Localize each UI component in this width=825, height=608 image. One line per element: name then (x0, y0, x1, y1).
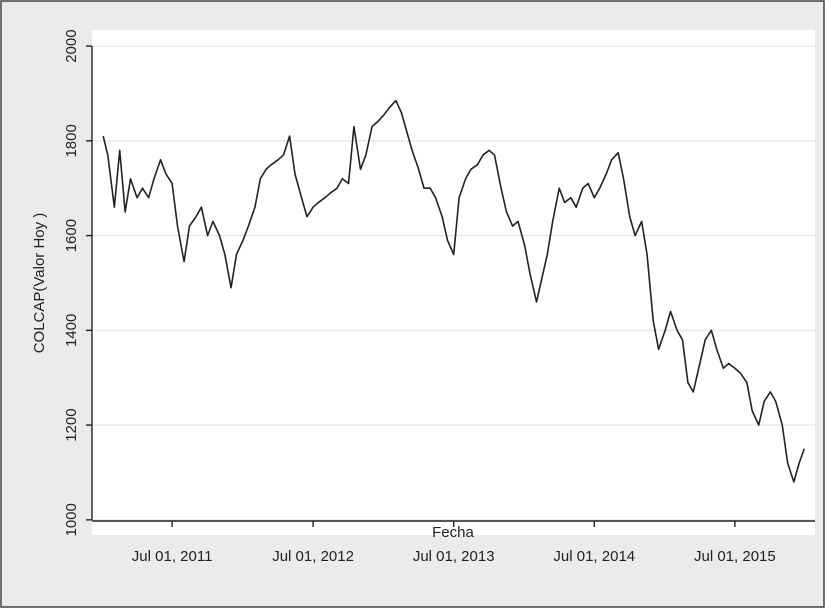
y-tick-label: 1200 (63, 408, 80, 441)
y-tick-label: 2000 (63, 29, 80, 62)
x-tick-label: Jul 01, 2014 (553, 548, 635, 565)
y-tick-label: 1000 (63, 503, 80, 536)
y-tick-label: 1800 (63, 124, 80, 157)
x-tick-label: Jul 01, 2012 (272, 548, 354, 565)
x-tick-label: Jul 01, 2015 (694, 548, 776, 565)
x-tick-label: Jul 01, 2013 (413, 548, 495, 565)
y-tick-label: 1400 (63, 314, 80, 347)
x-axis-label: Fecha (432, 524, 474, 541)
y-tick-label: 1600 (63, 219, 80, 252)
y-axis-label: COLCAP(Valor Hoy ) (31, 213, 48, 354)
x-tick-label: Jul 01, 2011 (132, 548, 213, 565)
plot-area (92, 30, 815, 535)
line (102, 99, 805, 483)
